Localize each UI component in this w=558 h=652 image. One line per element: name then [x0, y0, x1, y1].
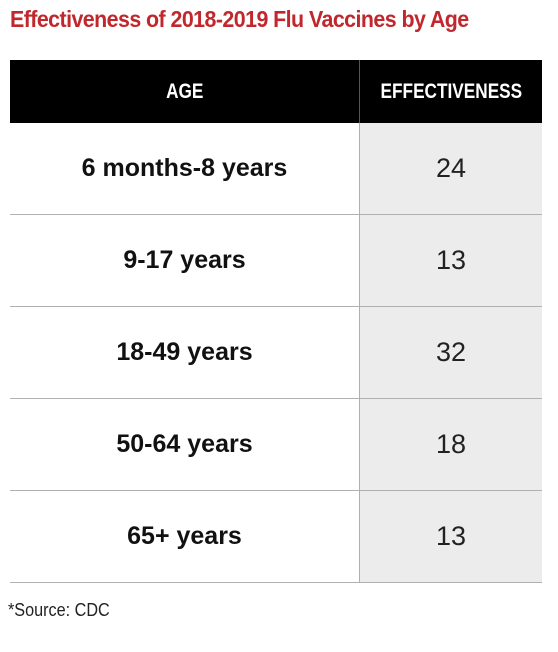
column-header-effectiveness: EFFECTIVENESS — [380, 79, 522, 103]
effectiveness-value: 18 — [435, 429, 467, 459]
source-note: *Source: CDC — [8, 600, 110, 620]
age-label: 6 months-8 years — [81, 154, 288, 182]
effectiveness-value: 13 — [435, 521, 467, 551]
table-row: 50-64 years 18 — [10, 399, 542, 491]
effectiveness-value: 24 — [435, 153, 467, 183]
age-label: 9-17 years — [123, 246, 246, 274]
header-cell-age: AGE — [10, 60, 359, 123]
effectiveness-value: 13 — [435, 245, 467, 275]
table-row: 18-49 years 32 — [10, 307, 542, 399]
effectiveness-value: 32 — [435, 337, 467, 367]
table-row: 65+ years 13 — [10, 491, 542, 583]
age-label: 18-49 years — [116, 338, 253, 366]
effectiveness-cell: 32 — [359, 307, 542, 398]
age-label: 50-64 years — [116, 430, 253, 458]
age-cell: 65+ years — [10, 491, 359, 582]
age-cell: 9-17 years — [10, 215, 359, 306]
table-row: 6 months-8 years 24 — [10, 123, 542, 215]
age-label: 65+ years — [127, 522, 242, 550]
chart-title: Effectiveness of 2018-2019 Flu Vaccines … — [10, 6, 469, 32]
table-row: 9-17 years 13 — [10, 215, 542, 307]
effectiveness-cell: 18 — [359, 399, 542, 490]
effectiveness-cell: 24 — [359, 123, 542, 214]
effectiveness-table: AGE EFFECTIVENESS 6 months-8 years 24 9-… — [10, 60, 542, 583]
effectiveness-cell: 13 — [359, 215, 542, 306]
table-header-row: AGE EFFECTIVENESS — [10, 60, 542, 123]
column-header-age: AGE — [165, 79, 204, 103]
age-cell: 18-49 years — [10, 307, 359, 398]
effectiveness-cell: 13 — [359, 491, 542, 582]
header-cell-effectiveness: EFFECTIVENESS — [359, 60, 542, 123]
age-cell: 50-64 years — [10, 399, 359, 490]
age-cell: 6 months-8 years — [10, 123, 359, 214]
